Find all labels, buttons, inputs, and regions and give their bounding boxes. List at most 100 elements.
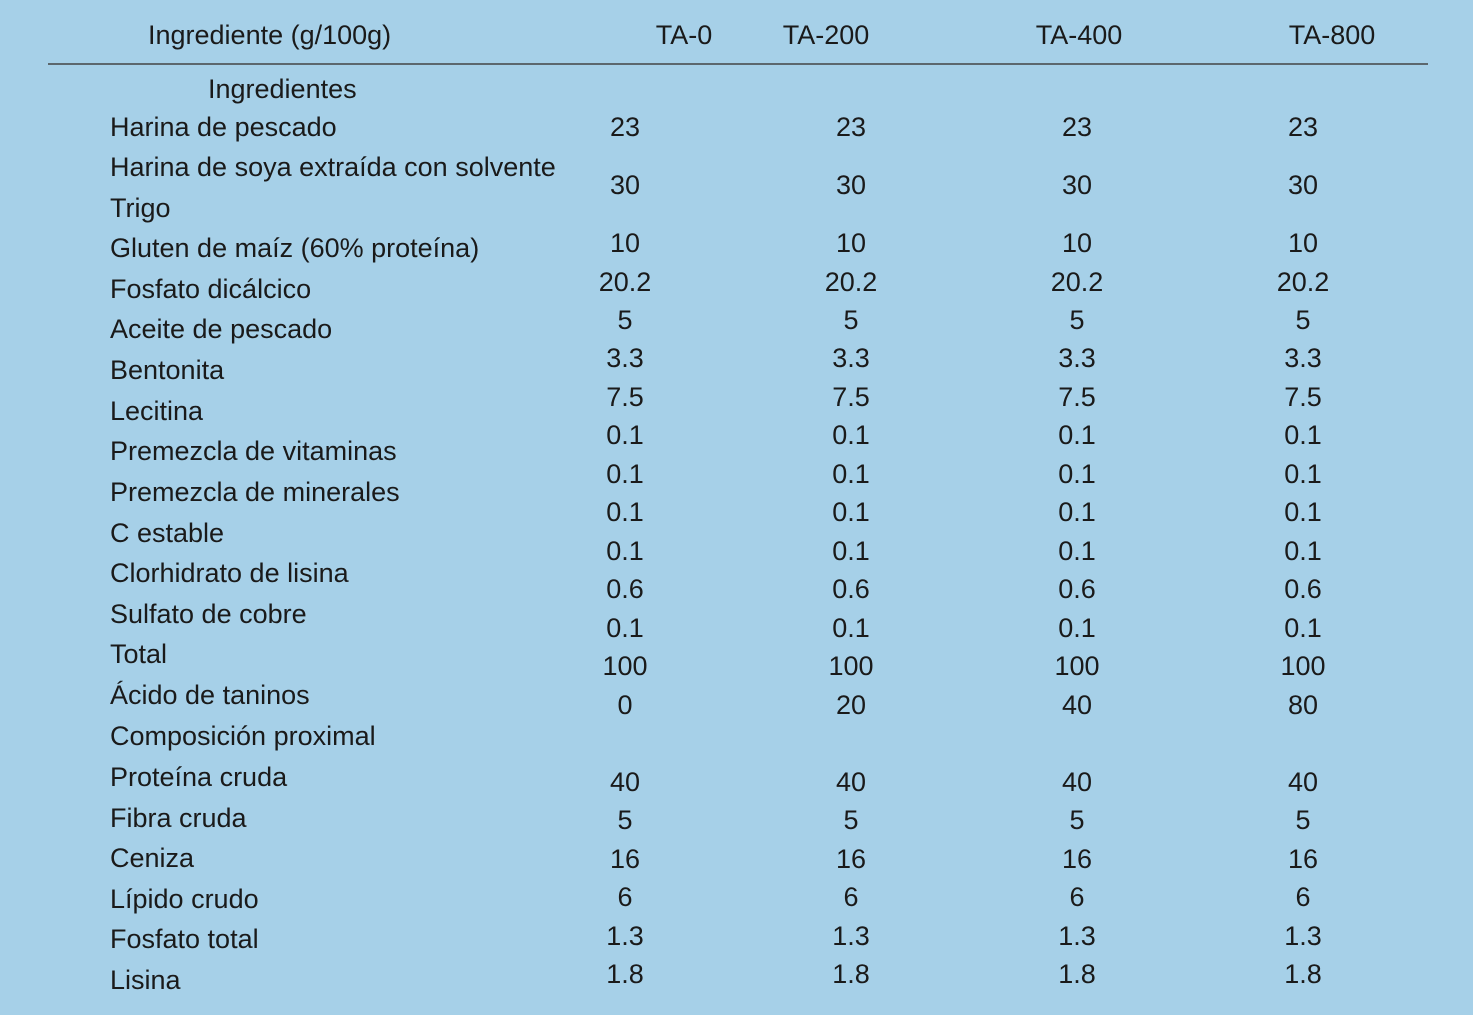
value-cell: 80 bbox=[1288, 690, 1318, 720]
value-cell: 0.1 bbox=[1284, 536, 1322, 566]
value-cell: 6 bbox=[617, 882, 632, 912]
header-cell: TA-400 bbox=[1036, 20, 1123, 50]
row-label: Fosfato total bbox=[110, 924, 259, 954]
value-cell: 100 bbox=[1280, 651, 1325, 681]
value-cell: 5 bbox=[1295, 305, 1310, 335]
value-cell: 0.1 bbox=[606, 497, 644, 527]
value-cell: 40 bbox=[1288, 767, 1318, 797]
value-cell: 0.1 bbox=[606, 420, 644, 450]
value-cell: 30 bbox=[1288, 170, 1318, 200]
value-cell: 6 bbox=[843, 882, 858, 912]
value-cell: 10 bbox=[836, 228, 866, 258]
row-label: Aceite de pescado bbox=[110, 314, 332, 344]
value-cell: 0.1 bbox=[1058, 420, 1096, 450]
value-cell: 1.8 bbox=[832, 959, 870, 989]
value-cell: 23 bbox=[1062, 112, 1092, 142]
header-cell: TA-800 bbox=[1289, 20, 1376, 50]
value-cell: 100 bbox=[602, 651, 647, 681]
value-cell: 0.1 bbox=[606, 459, 644, 489]
value-cell: 0.1 bbox=[1284, 459, 1322, 489]
row-label: Total bbox=[110, 639, 167, 669]
header-cell: TA-0 bbox=[656, 20, 713, 50]
value-cell: 16 bbox=[610, 844, 640, 874]
row-label: Gluten de maíz (60% proteína) bbox=[110, 233, 479, 263]
value-cell: 0.1 bbox=[606, 613, 644, 643]
value-cell: 0.1 bbox=[832, 613, 870, 643]
value-cell: 5 bbox=[843, 305, 858, 335]
value-cell: 20.2 bbox=[599, 267, 652, 297]
value-cell: 0.1 bbox=[832, 536, 870, 566]
value-cell: 0.1 bbox=[832, 459, 870, 489]
value-cell: 16 bbox=[836, 844, 866, 874]
value-cell: 3.3 bbox=[832, 343, 870, 373]
value-cell: 23 bbox=[610, 112, 640, 142]
value-cell: 100 bbox=[1054, 651, 1099, 681]
value-cell: 1.3 bbox=[1284, 921, 1322, 951]
row-label: Ácido de taninos bbox=[110, 680, 310, 710]
row-label: Clorhidrato de lisina bbox=[110, 558, 350, 588]
value-cell: 0.6 bbox=[832, 574, 870, 604]
value-cell: 16 bbox=[1288, 844, 1318, 874]
value-cell: 5 bbox=[617, 305, 632, 335]
value-cell: 3.3 bbox=[1058, 343, 1096, 373]
value-cell: 3.3 bbox=[606, 343, 644, 373]
row-label: Fibra cruda bbox=[110, 803, 248, 833]
row-label: Ceniza bbox=[110, 843, 195, 873]
value-cell: 10 bbox=[1288, 228, 1318, 258]
value-cell: 6 bbox=[1295, 882, 1310, 912]
row-label: Trigo bbox=[110, 193, 171, 223]
value-cell: 40 bbox=[1062, 690, 1092, 720]
value-cell: 5 bbox=[1069, 305, 1084, 335]
value-cell: 1.3 bbox=[1058, 921, 1096, 951]
value-cell: 0 bbox=[617, 690, 632, 720]
value-cell: 16 bbox=[1062, 844, 1092, 874]
value-cell: 23 bbox=[836, 112, 866, 142]
value-cell: 0.1 bbox=[1284, 420, 1322, 450]
value-cell: 40 bbox=[610, 767, 640, 797]
row-label: Lisina bbox=[110, 965, 182, 995]
row-label: Fosfato dicálcico bbox=[110, 274, 311, 304]
value-cell: 1.3 bbox=[606, 921, 644, 951]
value-cell: 1.8 bbox=[1058, 959, 1096, 989]
value-cell: 0.1 bbox=[1058, 536, 1096, 566]
row-label: Composición proximal bbox=[110, 721, 376, 751]
value-cell: 23 bbox=[1288, 112, 1318, 142]
value-cell: 0.1 bbox=[1284, 613, 1322, 643]
value-cell: 7.5 bbox=[832, 382, 870, 412]
value-cell: 0.6 bbox=[1284, 574, 1322, 604]
row-label: Harina de pescado bbox=[110, 112, 337, 142]
header-cell: Ingrediente (g/100g) bbox=[148, 20, 391, 50]
value-cell: 10 bbox=[1062, 228, 1092, 258]
value-cell: 3.3 bbox=[1284, 343, 1322, 373]
value-cell: 20.2 bbox=[1051, 267, 1104, 297]
row-label: C estable bbox=[110, 518, 224, 548]
value-cell: 1.3 bbox=[832, 921, 870, 951]
row-label: Proteína cruda bbox=[110, 762, 288, 792]
row-label: Premezcla de vitaminas bbox=[110, 436, 397, 466]
value-cell: 0.1 bbox=[1058, 497, 1096, 527]
value-cell: 5 bbox=[1295, 805, 1310, 835]
value-cell: 7.5 bbox=[1284, 382, 1322, 412]
value-cell: 0.1 bbox=[1284, 497, 1322, 527]
value-cell: 30 bbox=[836, 170, 866, 200]
value-cell: 20.2 bbox=[825, 267, 878, 297]
row-label: Sulfato de cobre bbox=[110, 599, 307, 629]
value-cell: 0.1 bbox=[1058, 459, 1096, 489]
row-label: Premezcla de minerales bbox=[110, 477, 400, 507]
value-cell: 5 bbox=[1069, 805, 1084, 835]
row-label: Lecitina bbox=[110, 396, 204, 426]
value-cell: 100 bbox=[828, 651, 873, 681]
value-cell: 7.5 bbox=[606, 382, 644, 412]
value-cell: 7.5 bbox=[1058, 382, 1096, 412]
section-title: Ingredientes bbox=[208, 74, 357, 104]
value-cell: 0.6 bbox=[606, 574, 644, 604]
value-cell: 30 bbox=[610, 170, 640, 200]
value-cell: 0.1 bbox=[606, 536, 644, 566]
header-cell: TA-200 bbox=[783, 20, 870, 50]
value-cell: 0.6 bbox=[1058, 574, 1096, 604]
value-cell: 6 bbox=[1069, 882, 1084, 912]
value-cell: 20.2 bbox=[1277, 267, 1330, 297]
row-label: Lípido crudo bbox=[110, 884, 259, 914]
